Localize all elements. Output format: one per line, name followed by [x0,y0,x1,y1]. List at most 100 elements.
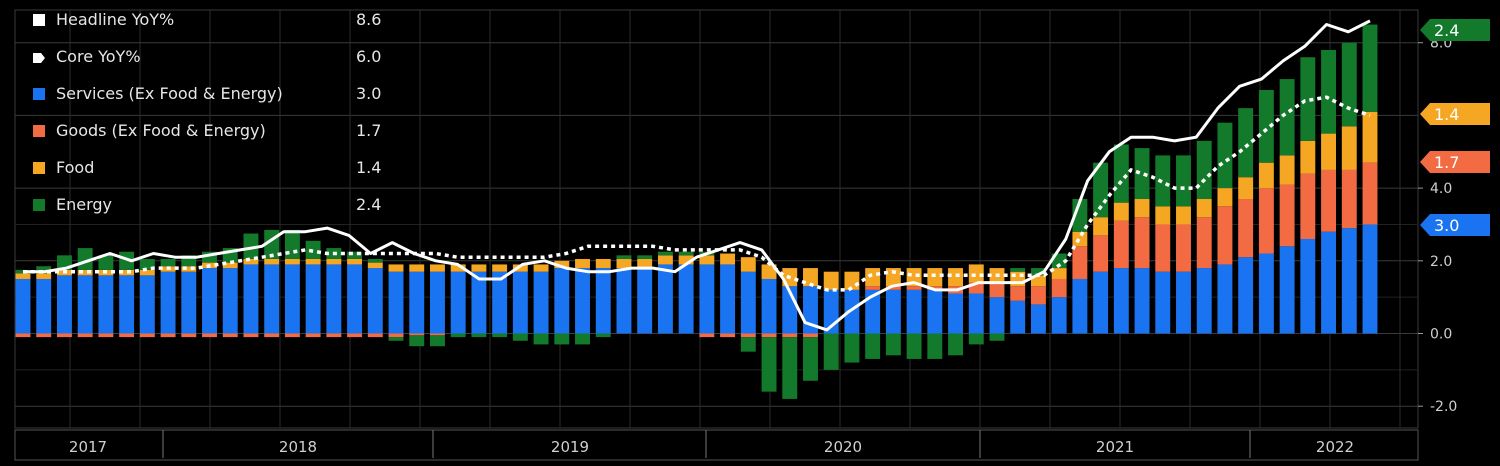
bar-segment [1093,162,1109,218]
bar-segment [492,333,508,338]
bar-segment [388,264,404,272]
bar-segment [284,264,300,334]
bar-segment [699,264,715,334]
bar-segment [36,333,52,338]
bar-segment [119,333,135,338]
bar-segment [699,255,715,265]
legend-label: Food [56,158,94,177]
value-tag [1420,19,1490,41]
bar-segment [492,264,508,272]
bar-segment [36,273,52,279]
bar-segment [305,333,321,338]
bar-segment [803,268,818,287]
bar-segment [968,293,984,334]
bar-segment [1321,49,1337,134]
bar-segment [347,333,363,338]
legend-label: Services (Ex Food & Energy) [56,84,283,103]
bar-segment [740,257,756,272]
bar-segment [264,264,280,334]
bar-segment [430,264,445,272]
bar-segment [948,333,963,356]
bar-segment [844,271,860,290]
bar-segment [865,286,881,290]
legend-marker [33,162,45,174]
bar-segment [554,268,570,334]
bar-segment [1362,224,1378,334]
x-tick-label: 2020 [824,438,862,456]
bar-segment [637,258,653,269]
bar-segment [803,337,818,381]
bar-segment [1341,42,1357,127]
x-tick-label: 2021 [1096,438,1134,456]
value-tag-label: 1.4 [1434,105,1459,124]
bar-segment [989,282,1005,298]
bar-segment [512,333,528,341]
bar-segment [1196,199,1212,218]
bar-segment [1217,264,1233,334]
bar-segment [1238,177,1254,200]
bar-segment [1258,188,1274,254]
bar-segment [36,266,52,274]
bar-segment [533,271,549,334]
bar-segment [720,333,736,338]
bar-segment [1030,304,1046,334]
bar-segment [56,275,72,334]
bar-segment [1113,220,1129,269]
bar-segment [906,289,922,334]
bar-segment [865,289,881,334]
legend-value: 3.0 [356,84,381,103]
bar-segment [989,297,1005,334]
bar-segment [326,333,342,338]
bar-segment [1258,253,1274,334]
y-tick-label: 4.0 [1430,181,1452,197]
bar-segment [388,333,404,338]
bar-segment [1217,122,1233,189]
bar-segment [927,289,943,334]
bar-segment [575,268,590,334]
bar-segment [139,258,155,270]
value-tag [1420,214,1490,236]
bar-segment [181,266,197,272]
bar-segment [1155,155,1171,207]
bar-segment [595,258,611,269]
bar-segment [160,258,176,267]
bar-segment [1279,246,1295,334]
bar-segment [968,264,984,283]
bar-segment [844,333,860,363]
bar-segment [222,262,238,269]
bar-segment [740,271,756,334]
bar-segment [367,262,383,269]
bar-segment [885,333,901,356]
legend-value: 6.0 [356,47,381,66]
bar-segment [906,286,922,290]
bar-segment [1279,79,1295,156]
bar-segment [720,253,736,265]
bar-segment [1113,202,1129,221]
bar-segment [264,333,280,338]
bar-segment [98,255,114,270]
bar-segment [15,278,31,334]
bar-segment [1155,224,1171,272]
bar-segment [575,258,590,269]
bar-segment [1300,238,1316,334]
bar-segment [1072,278,1088,334]
bar-segment [1134,148,1150,200]
bar-segment [450,271,466,334]
bar-segment [1258,89,1274,163]
bar-segment [367,333,383,338]
bar-segment [761,333,777,338]
y-tick-label: 0.0 [1430,326,1452,342]
bar-segment [1155,206,1171,225]
bar-segment [637,268,653,334]
bar-segment [1300,173,1316,239]
bar-segment [305,258,321,265]
bar-segment [347,251,363,259]
x-tick-label: 2019 [551,438,589,456]
legend-marker [33,88,45,100]
bar-segment [761,264,777,279]
bar-segment [1176,155,1191,207]
bar-segment [181,255,197,267]
bar-segment [181,333,197,338]
bar-segment [575,333,590,345]
